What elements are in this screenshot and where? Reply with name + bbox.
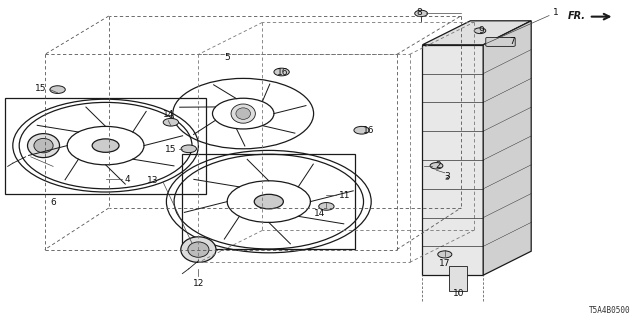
Circle shape [163,118,179,126]
Text: 9: 9 [478,26,484,35]
Ellipse shape [181,237,216,262]
Text: 8: 8 [417,8,422,17]
Text: FR.: FR. [568,11,586,21]
Ellipse shape [231,104,255,123]
Text: 3: 3 [444,172,449,181]
Circle shape [415,10,428,17]
Circle shape [354,126,369,134]
Text: 16: 16 [363,126,374,135]
Circle shape [92,139,119,152]
Circle shape [254,194,284,209]
Text: 5: 5 [225,53,230,62]
Text: 16: 16 [276,68,288,76]
Text: 4: 4 [124,175,130,184]
Circle shape [319,203,334,210]
Text: 17: 17 [439,259,451,268]
Text: 3: 3 [444,175,449,180]
Circle shape [474,28,486,34]
FancyBboxPatch shape [486,37,515,46]
Text: 11: 11 [339,191,351,200]
Ellipse shape [34,139,53,153]
Ellipse shape [188,242,209,257]
Bar [449,266,467,291]
Text: 14: 14 [163,110,174,119]
Ellipse shape [236,108,250,119]
Text: 10: 10 [452,289,464,298]
Text: 14: 14 [314,209,326,218]
Circle shape [274,68,289,76]
Text: 15: 15 [164,145,176,154]
Circle shape [232,108,254,119]
Text: 13: 13 [147,176,159,185]
Text: 12: 12 [193,279,204,288]
Text: 7: 7 [509,37,515,46]
Circle shape [181,145,196,153]
Ellipse shape [28,134,60,158]
Circle shape [438,251,452,258]
Polygon shape [422,21,531,45]
Circle shape [430,163,443,169]
Text: T5A4B0500: T5A4B0500 [589,306,630,315]
Bar [5,98,206,194]
Text: 15: 15 [35,84,46,93]
Bar [182,155,355,249]
Text: 6: 6 [51,198,56,207]
Polygon shape [483,21,531,275]
Text: 2: 2 [435,161,441,170]
Bar [422,45,483,275]
Circle shape [50,86,65,93]
Text: 1: 1 [553,8,558,17]
